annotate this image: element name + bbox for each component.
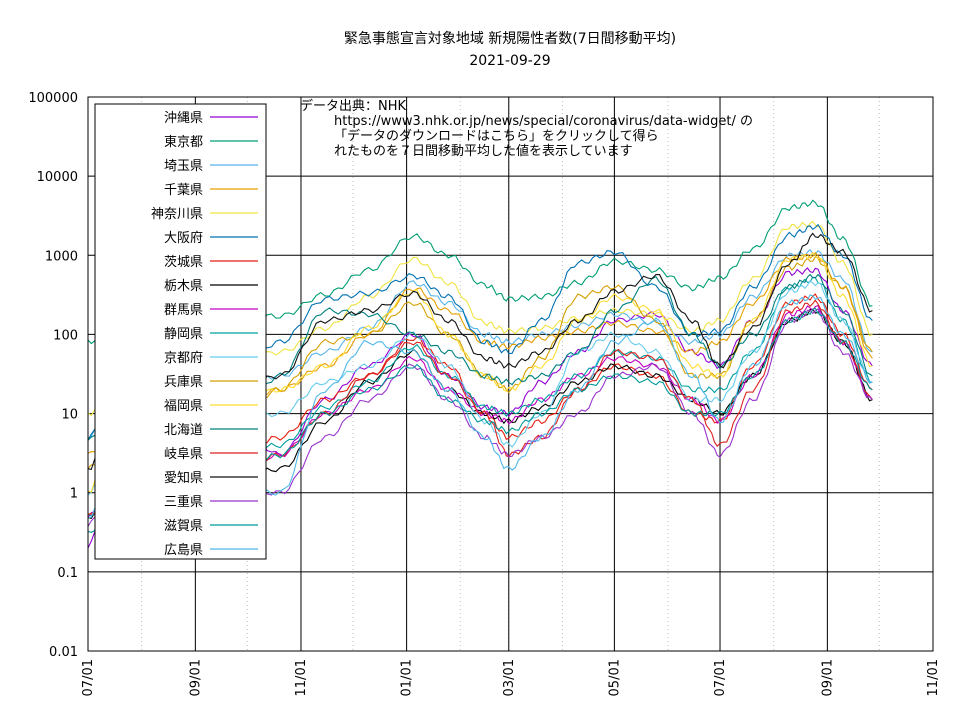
legend-label: 埼玉県 <box>164 159 203 174</box>
annotation-line: 「データのダウンロードはこちら」をクリックして得ら <box>334 128 659 144</box>
legend-label: 大阪府 <box>164 231 203 246</box>
y-tick-label: 100 <box>53 328 78 343</box>
x-tick-label: 07/01 <box>81 659 96 696</box>
chart-title: 緊急事態宣言対象地域 新規陽性者数(7日間移動平均) <box>344 31 676 47</box>
x-axis: 07/01 09/01 11/01 01/01 03/01 05/01 07/01 09/01… <box>81 659 941 696</box>
x-tick-label: 09/01 <box>820 659 835 696</box>
legend: 沖縄県東京都埼玉県千葉県神奈川県大阪府茨城県栃木県群馬県静岡県京都府兵庫県福岡県… <box>94 103 267 560</box>
x-tick-label: 01/01 <box>400 659 415 696</box>
legend-label: 三重県 <box>164 494 203 510</box>
x-tick-label: 05/01 <box>607 659 622 696</box>
legend-label: 北海道 <box>164 423 203 438</box>
y-tick-label: 1000 <box>45 249 78 264</box>
annotation-line: データ出典：NHK <box>300 98 407 114</box>
y-tick-label: 0.01 <box>49 645 78 660</box>
chart-subtitle: 2021-09-29 <box>469 53 550 69</box>
y-tick-label: 100000 <box>28 91 78 106</box>
y-tick-label: 1 <box>70 487 78 502</box>
source-annotation: データ出典：NHKhttps://www3.nhk.or.jp/news/spe… <box>300 98 753 159</box>
y-tick-label: 10 <box>61 408 78 423</box>
y-axis: 0.01 0.1 1 10 100 1000 10000 100000 <box>28 91 78 660</box>
legend-label: 京都府 <box>164 351 203 366</box>
legend-label: 愛知県 <box>164 470 203 486</box>
legend-label: 栃木県 <box>164 279 203 294</box>
legend-label: 群馬県 <box>164 303 203 318</box>
y-tick-label: 10000 <box>37 170 78 185</box>
legend-label: 岐阜県 <box>164 446 203 462</box>
annotation-line: れたものを７日間移動平均した値を表示しています <box>334 143 633 159</box>
legend-label: 東京都 <box>164 134 203 150</box>
legend-label: 千葉県 <box>164 183 203 198</box>
x-tick-label: 11/01 <box>294 659 309 696</box>
legend-box <box>94 103 267 560</box>
annotation-line: https://www3.nhk.or.jp/news/special/coro… <box>334 114 753 129</box>
x-tick-label: 09/01 <box>188 659 203 696</box>
legend-label: 広島県 <box>164 543 203 558</box>
plot-frame <box>87 96 934 652</box>
y-tick-label: 0.1 <box>57 566 78 581</box>
title-group: 緊急事態宣言対象地域 新規陽性者数(7日間移動平均) 2021-09-29 <box>344 31 676 69</box>
legend-label: 茨城県 <box>164 255 203 270</box>
legend-label: 沖縄県 <box>164 111 203 126</box>
legend-label: 福岡県 <box>164 399 203 414</box>
x-tick-label: 07/01 <box>713 659 728 696</box>
legend-label: 兵庫県 <box>164 375 203 390</box>
legend-label: 滋賀県 <box>164 519 203 534</box>
x-tick-label: 03/01 <box>502 659 517 696</box>
x-tick-label: 11/01 <box>926 659 941 696</box>
legend-label: 静岡県 <box>164 327 203 342</box>
legend-label: 神奈川県 <box>151 207 203 222</box>
